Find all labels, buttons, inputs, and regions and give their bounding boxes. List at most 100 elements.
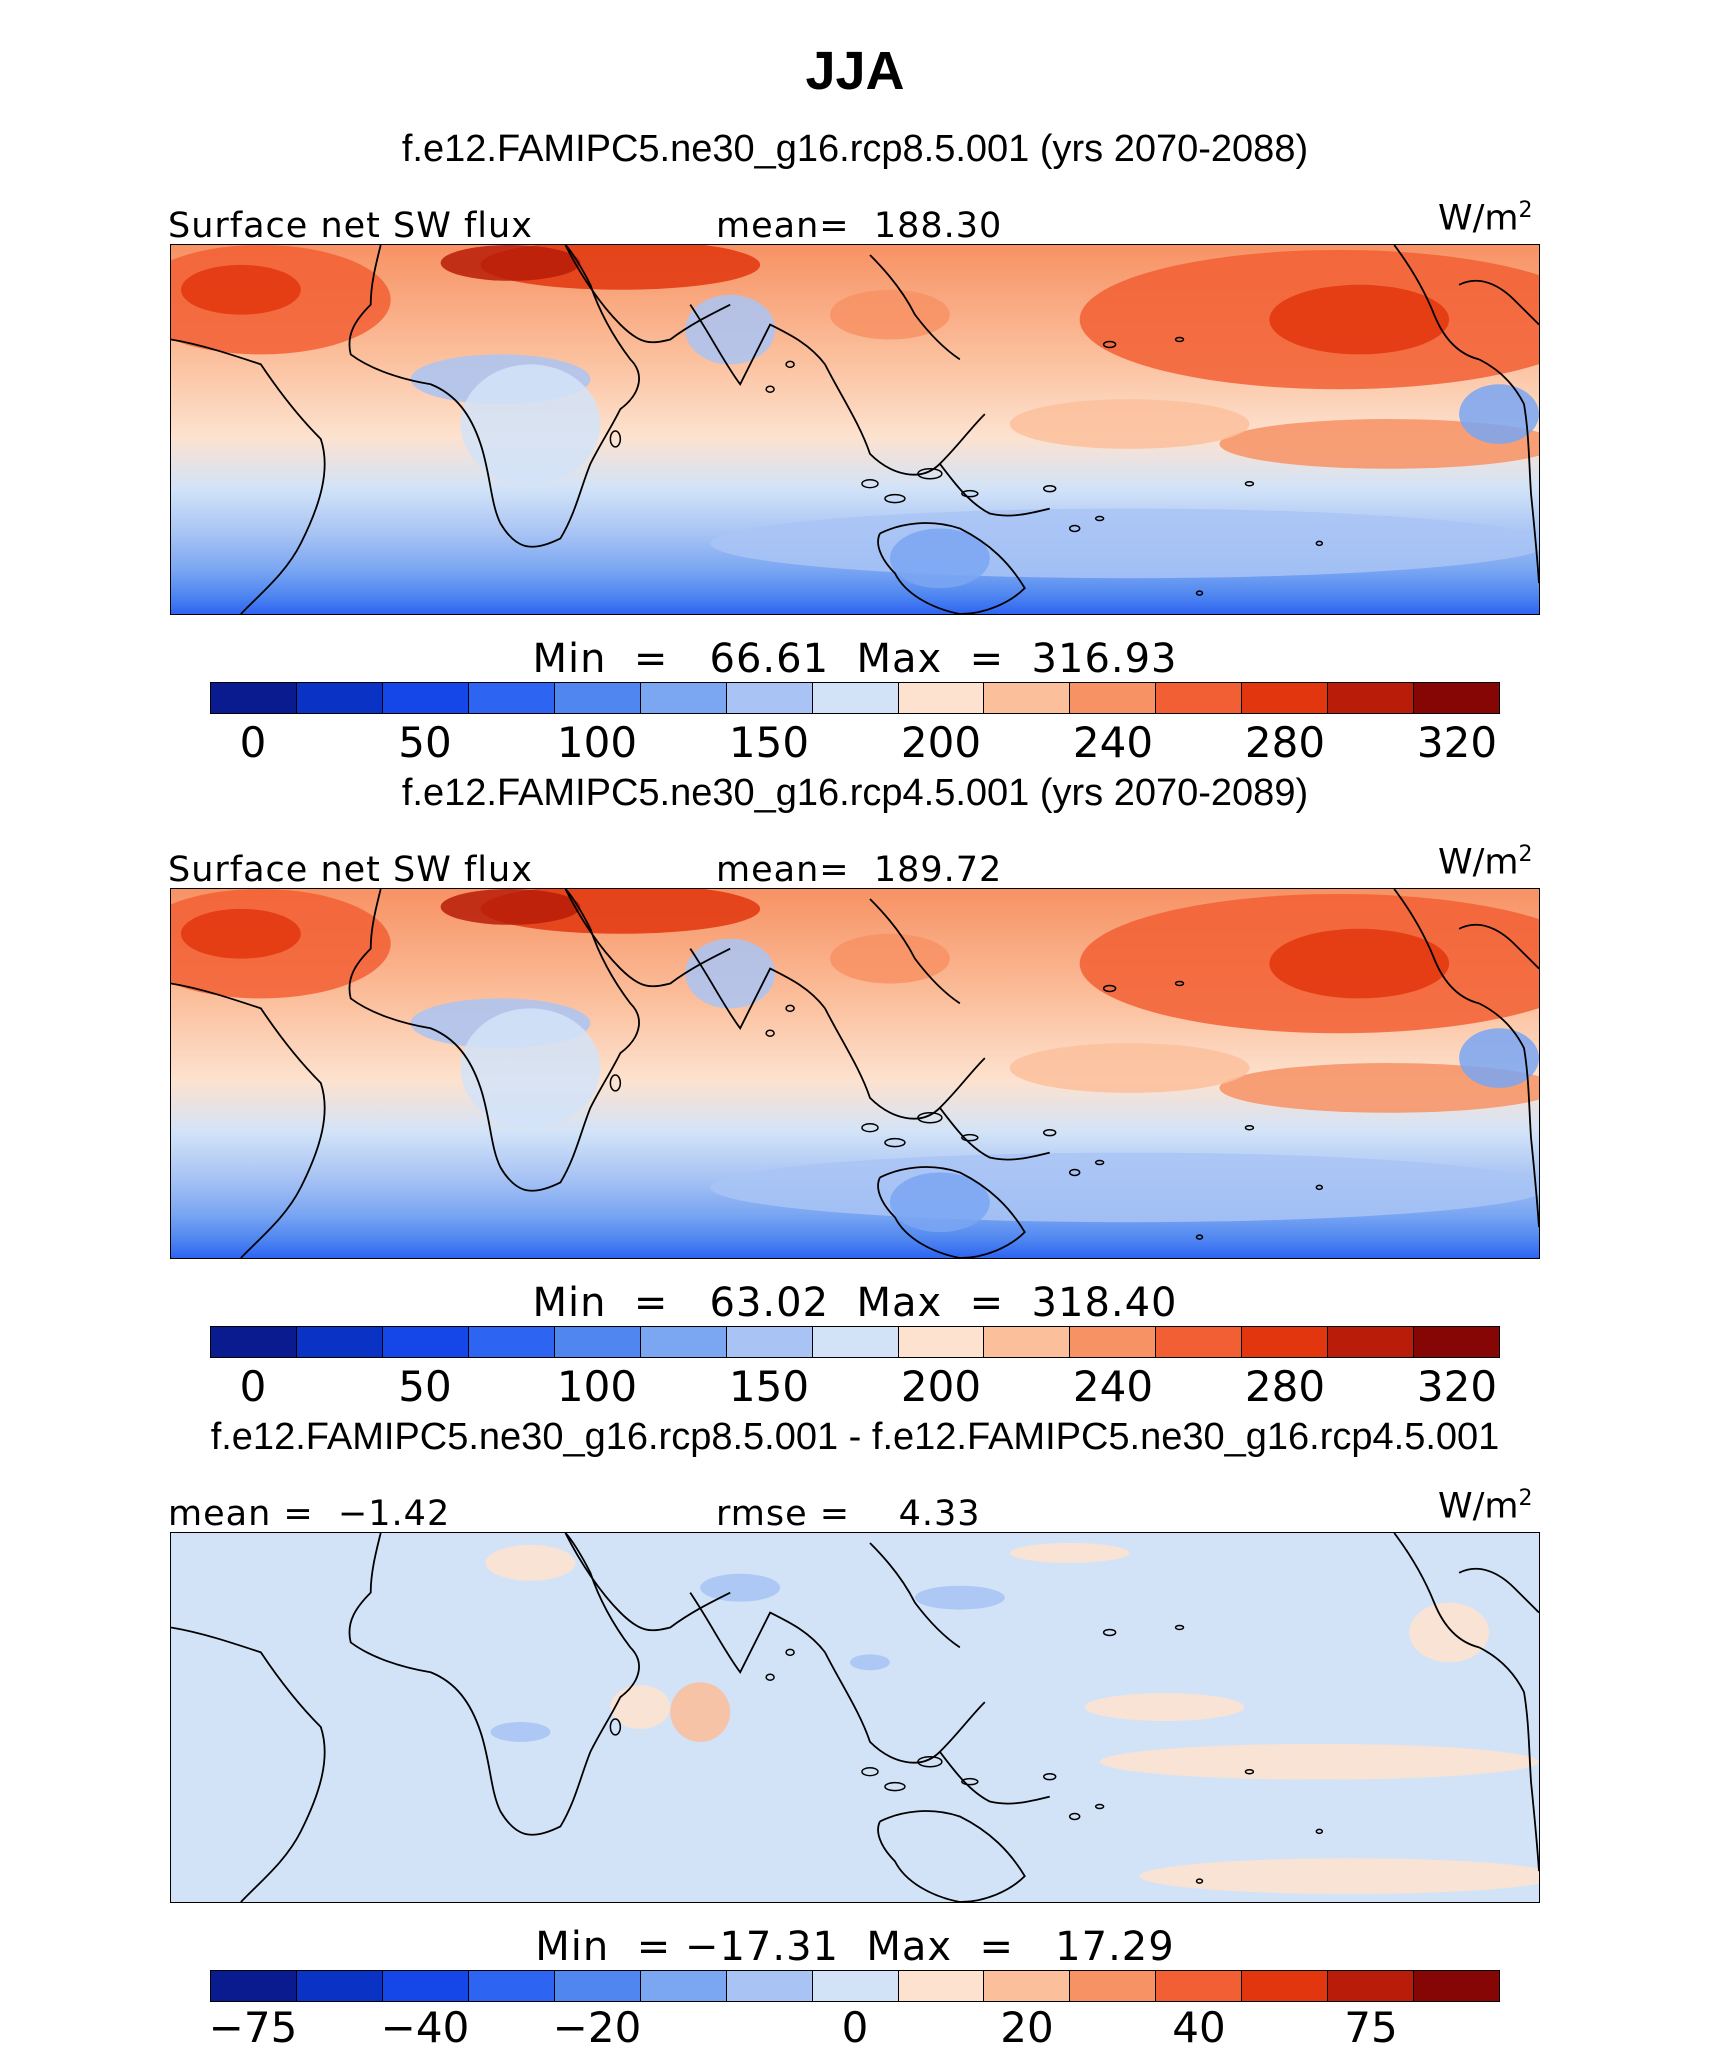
island-outline	[1195, 590, 1204, 596]
field-blob	[1139, 1858, 1539, 1895]
colorbar-box	[984, 1971, 1071, 2001]
field-blob	[1009, 399, 1250, 449]
island-outline	[1042, 484, 1057, 493]
colorbar-box	[1070, 683, 1157, 713]
field-blob	[889, 1172, 990, 1233]
colorbar-tick-label: 0	[239, 1362, 267, 1411]
field-blob	[700, 1573, 781, 1602]
colorbar-tick-label: −40	[380, 2003, 470, 2052]
island-outline	[884, 493, 906, 504]
island-outline	[1102, 984, 1117, 993]
colorbar-tick-label: 240	[1072, 1362, 1154, 1411]
island-outline	[884, 1137, 906, 1148]
colorbar-box	[1070, 1971, 1157, 2001]
panel-2-case-title: f.e12.FAMIPC5.ne30_g16.rcp4.5.001 (yrs 2…	[401, 772, 1309, 814]
colorbar-box	[898, 1971, 985, 2001]
background-field	[171, 1533, 1539, 1902]
coastline	[1478, 358, 1539, 584]
field-blob	[490, 1721, 551, 1742]
colorbar-box	[1242, 1971, 1329, 2001]
colorbar-box	[1156, 1971, 1243, 2001]
island-outline	[785, 360, 795, 369]
colorbar-tick-label: 200	[900, 1362, 982, 1411]
panel-1-colorbar	[210, 682, 1500, 714]
coastline	[171, 982, 326, 1258]
colorbar-tick-label: −20	[552, 2003, 642, 2052]
colorbar-box	[812, 1327, 899, 1357]
colorbar-box	[382, 1327, 469, 1357]
colorbar-box	[1414, 1327, 1500, 1357]
coastline	[939, 1751, 1050, 1805]
coastline	[348, 1533, 640, 1836]
coastline	[939, 1107, 1050, 1161]
island-outline	[609, 1718, 622, 1736]
island-outline	[1068, 1168, 1081, 1177]
colorbar-tick-label: 280	[1244, 1362, 1326, 1411]
panel-1-units: W/m2	[1438, 198, 1533, 239]
field-blob	[1219, 419, 1539, 469]
island-outline	[609, 430, 622, 448]
panel-2-variable-label: Surface net SW flux	[168, 850, 533, 890]
field-blob	[1269, 284, 1450, 355]
field-blob	[460, 1008, 601, 1128]
island-outline	[1174, 980, 1185, 987]
field-blob	[485, 1544, 576, 1581]
colorbar-box	[211, 1327, 297, 1357]
island-outline	[917, 1112, 943, 1124]
island-outline	[1068, 524, 1081, 533]
colorbar-box	[554, 1971, 641, 2001]
colorbar-box	[984, 1327, 1071, 1357]
coastline	[1393, 245, 1480, 361]
island-outline	[1244, 480, 1255, 487]
colorbar-box	[382, 683, 469, 713]
field-blob	[830, 933, 950, 984]
colorbar-tick-label: 40	[1172, 2003, 1226, 2052]
field-blob	[685, 294, 776, 365]
coastline	[869, 1542, 961, 1649]
coastline	[1478, 1646, 1539, 1872]
panel-1-colorbar-ticks: 0 50 100 150 200 240 280 320	[210, 718, 1500, 768]
coastline	[171, 1626, 326, 1902]
coastline	[877, 1810, 1026, 1902]
colorbar-box	[640, 1327, 727, 1357]
colorbar-box	[468, 1327, 555, 1357]
colorbar-tick-label: 280	[1244, 718, 1326, 767]
colorbar-box	[898, 683, 985, 713]
panel-3-map-svg	[171, 1533, 1539, 1902]
colorbar-box	[296, 1327, 383, 1357]
colorbar-tick-label: 320	[1416, 718, 1498, 767]
panel-1-variable-label: Surface net SW flux	[168, 206, 533, 246]
coastline	[1393, 1533, 1480, 1649]
coastline	[1393, 889, 1480, 1005]
field-blob	[1009, 1542, 1130, 1563]
island-outline	[1195, 1878, 1204, 1884]
island-outline	[1094, 1159, 1105, 1166]
colorbar-box	[554, 1327, 641, 1357]
panel-3-minmax: Min = −17.31 Max = 17.29	[535, 1924, 1175, 1970]
colorbar-box	[1156, 683, 1243, 713]
island-outline	[961, 489, 979, 498]
coastline	[348, 889, 640, 1192]
island-outline	[609, 1074, 622, 1092]
panel-2-colorbar-ticks: 0 50 100 150 200 240 280 320	[210, 1362, 1500, 1412]
colorbar-box	[1414, 1971, 1500, 2001]
field-blob	[180, 264, 301, 315]
colorbar-box	[468, 1971, 555, 2001]
colorbar-box	[1070, 1327, 1157, 1357]
panel-3-colorbar	[210, 1970, 1500, 2002]
colorbar-tick-label: 50	[398, 718, 452, 767]
field-blob	[1269, 928, 1450, 999]
colorbar-box	[296, 1971, 383, 2001]
colorbar-box	[984, 683, 1071, 713]
coastline	[348, 245, 640, 548]
colorbar-box	[1242, 1327, 1329, 1357]
colorbar-box	[554, 683, 641, 713]
field-blob	[180, 908, 301, 959]
field-blob	[1099, 1743, 1539, 1780]
colorbar-tick-label: 320	[1416, 1362, 1498, 1411]
colorbar-box	[640, 1971, 727, 2001]
colorbar-box	[898, 1327, 985, 1357]
field-blob	[914, 1585, 1005, 1610]
island-outline	[1102, 340, 1117, 349]
colorbar-box	[296, 683, 383, 713]
